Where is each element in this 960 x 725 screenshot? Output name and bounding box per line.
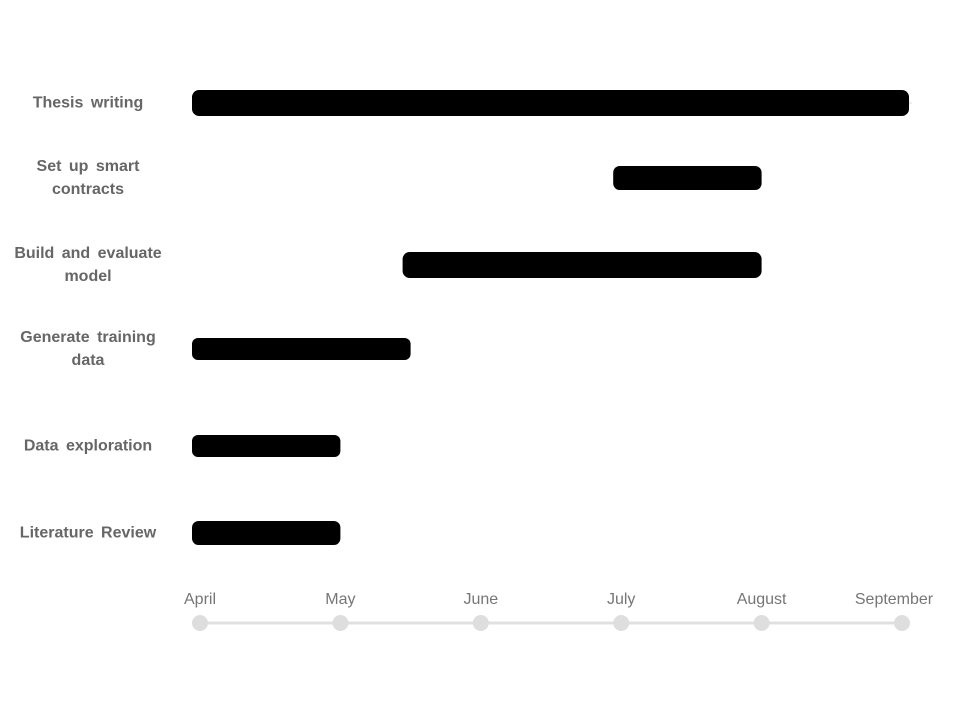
timeline-dot (192, 615, 208, 631)
task-bar (402, 252, 762, 278)
month-tick-label: June (463, 591, 499, 608)
month-tick-label: April (183, 591, 217, 608)
timeline-dot (894, 615, 910, 631)
task-label: Literature Review (19, 524, 157, 542)
task-label: Generate training data (20, 329, 156, 369)
task-bar (192, 338, 411, 360)
month-tick-label: September (854, 591, 934, 608)
task-bar (192, 435, 341, 457)
task-label: Data exploration (23, 437, 153, 455)
month-tick-label: August (736, 591, 787, 608)
timeline-dot (472, 615, 489, 631)
timeline-dot (753, 615, 770, 631)
month-tick-label: May (325, 591, 356, 608)
task-label: Build and evaluate model (14, 245, 162, 285)
task-bar (192, 521, 341, 545)
task-bar (192, 90, 910, 116)
task-label: Set up smart contracts (36, 158, 140, 198)
timeline-dot (332, 615, 349, 631)
task-bar (613, 166, 762, 190)
task-label: Thesis writing (32, 94, 144, 112)
timeline-dot (613, 615, 630, 631)
month-tick-label: July (606, 591, 636, 608)
